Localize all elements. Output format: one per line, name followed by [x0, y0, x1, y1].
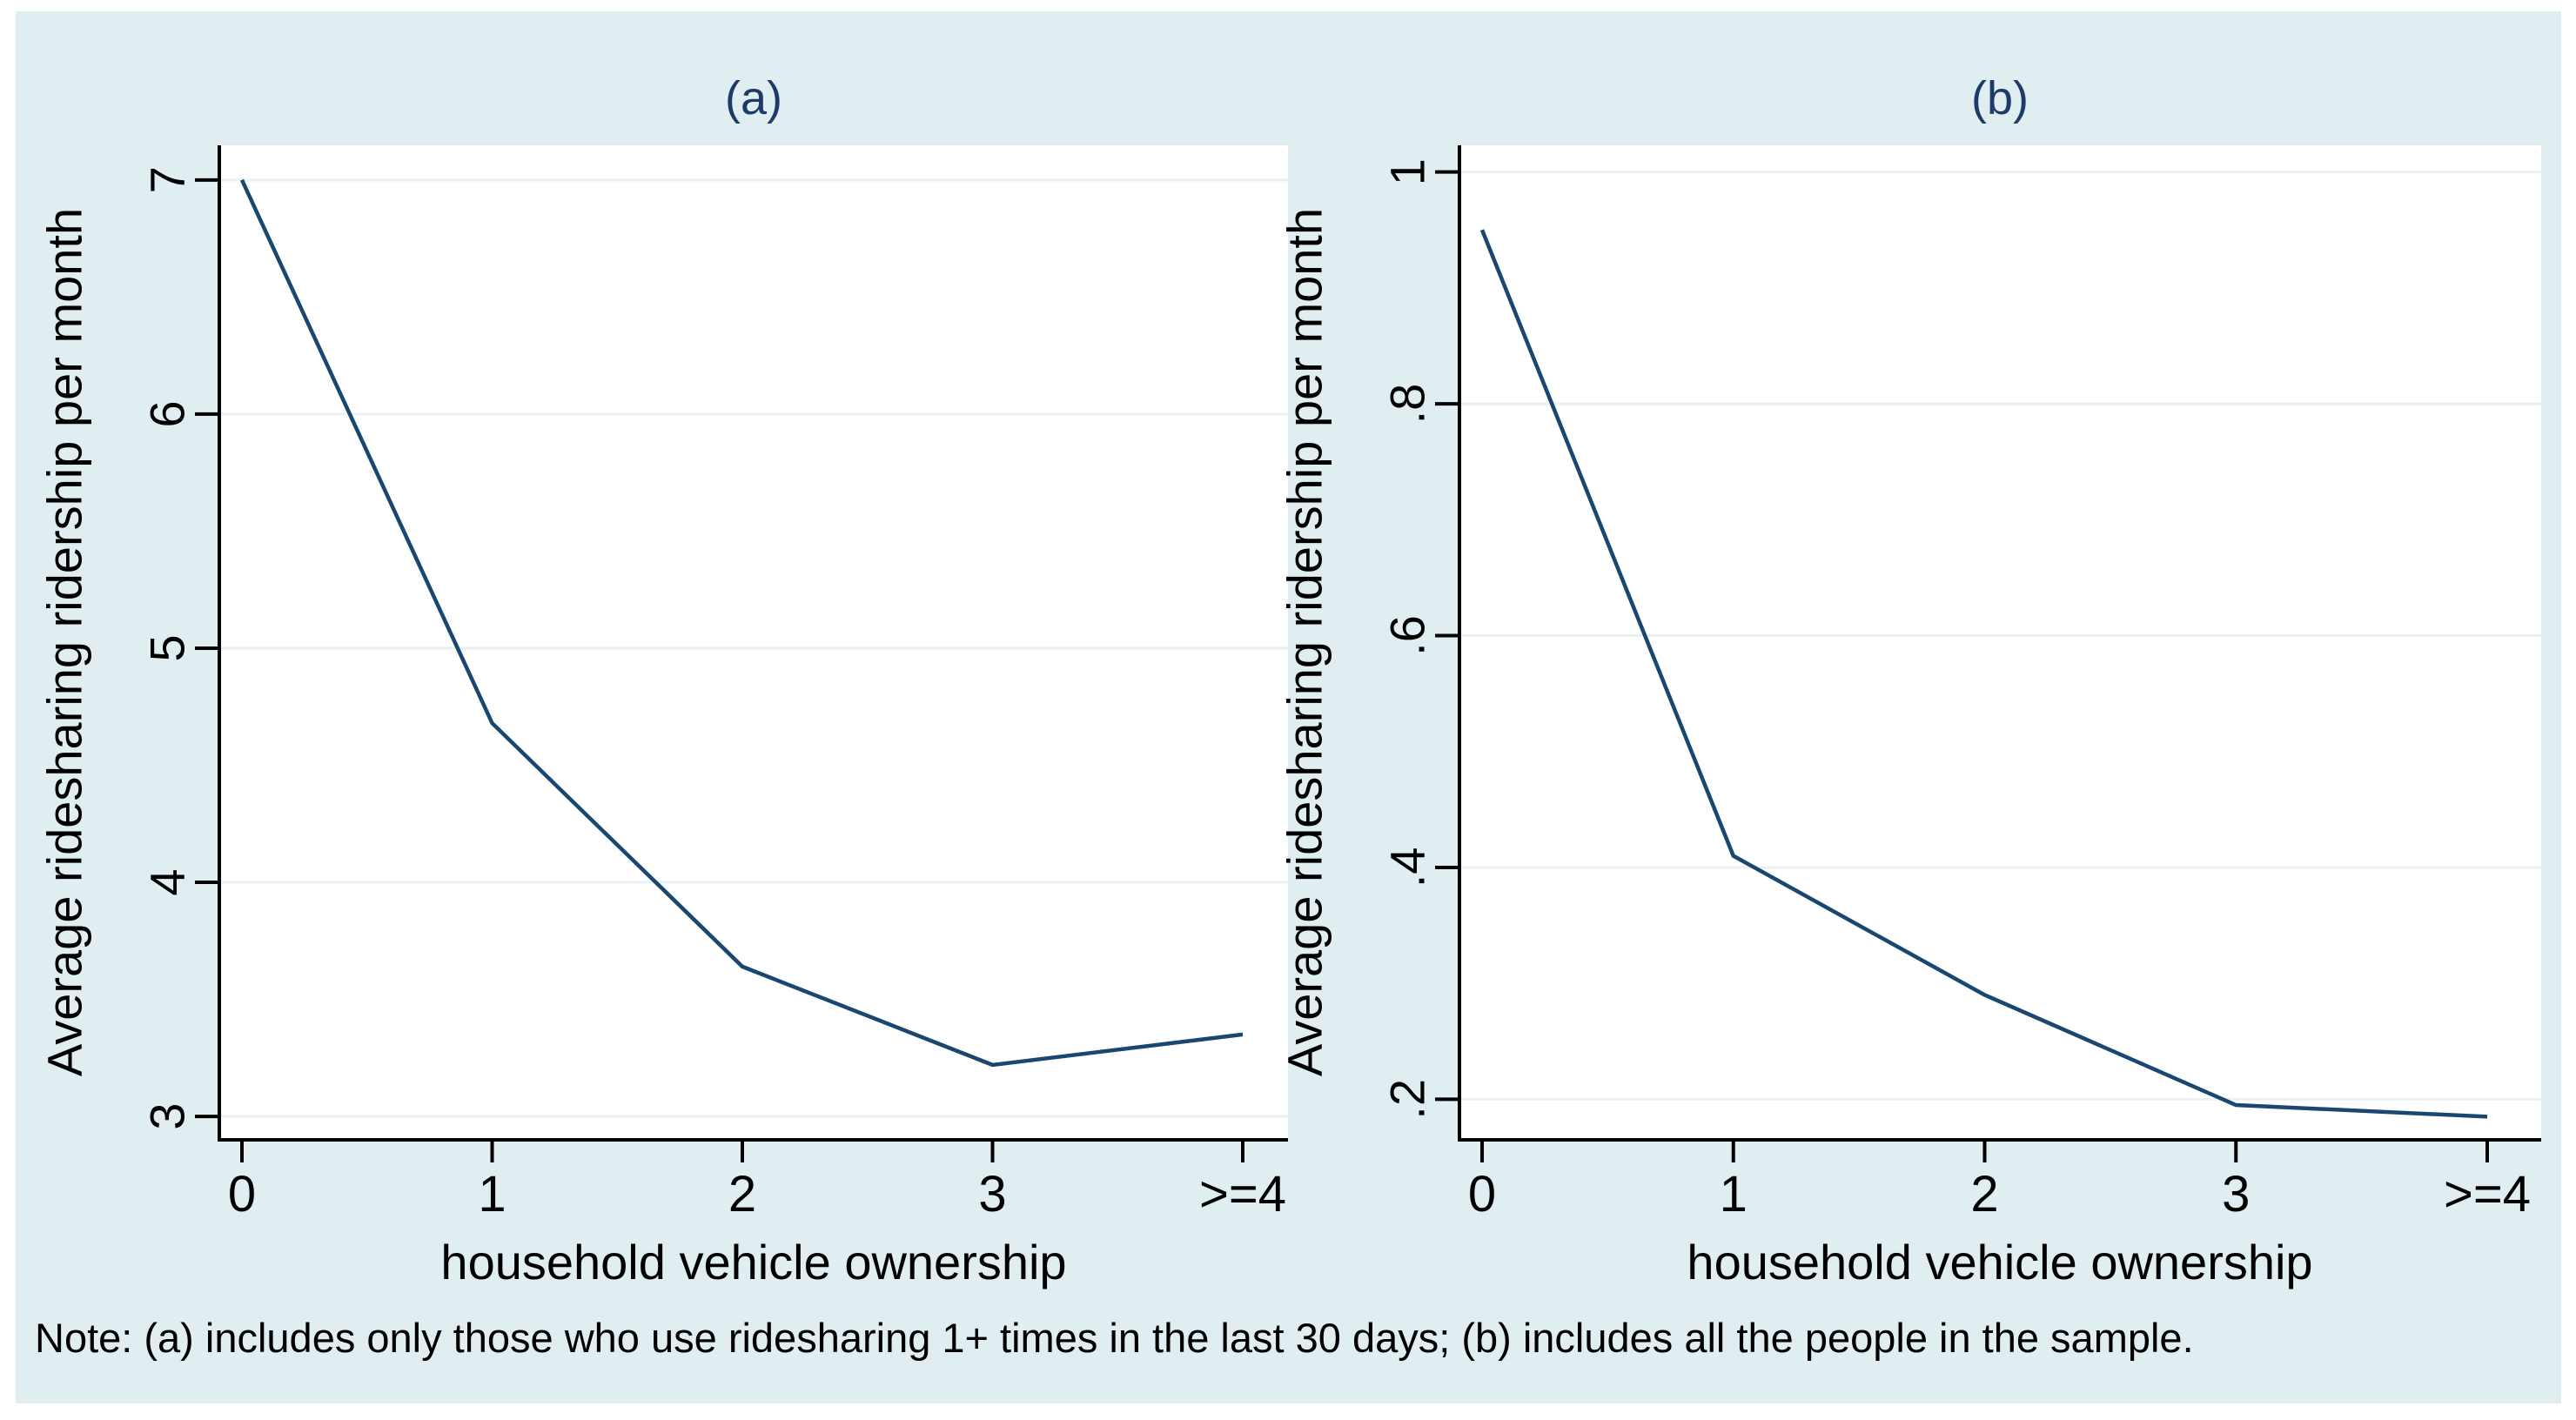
y-tick-label-b: 1	[1380, 158, 1435, 185]
x-tick-label-a: 3	[978, 1166, 1006, 1222]
x-tick-label-b: >=4	[2444, 1166, 2531, 1222]
x-tick-label-a: 2	[728, 1166, 756, 1222]
x-tick-label-a: 0	[228, 1166, 256, 1222]
x-tick-label-a: >=4	[1199, 1166, 1286, 1222]
panel-b-y-axis-label: Average ridesharing ridership per month	[1277, 207, 1332, 1077]
plot-area-b	[1459, 145, 2541, 1140]
x-tick-label-a: 1	[478, 1166, 506, 1222]
y-tick-label-a: 7	[140, 166, 195, 193]
y-tick-label-a: 4	[140, 868, 195, 895]
y-tick-label-b: .2	[1380, 1079, 1435, 1120]
y-tick-label-a: 3	[140, 1103, 195, 1130]
y-tick-label-a: 6	[140, 400, 195, 427]
y-tick-label-b: .8	[1380, 384, 1435, 425]
panel-a-title: (a)	[725, 72, 782, 124]
x-tick-label-b: 1	[1720, 1166, 1748, 1222]
x-tick-label-b: 2	[1970, 1166, 1998, 1222]
y-tick-label-a: 5	[140, 634, 195, 661]
x-tick-label-b: 3	[2222, 1166, 2250, 1222]
panel-b-x-axis-label: household vehicle ownership	[1687, 1235, 2313, 1289]
y-tick-label-b: .4	[1380, 847, 1435, 888]
plot-area-a	[219, 145, 1288, 1140]
x-tick-label-b: 0	[1468, 1166, 1496, 1222]
data-line-a	[239, 178, 1244, 1068]
figure-note: Note: (a) includes only those who use ri…	[35, 1315, 2194, 1361]
data-line-b	[1479, 229, 2488, 1119]
panel-a-y-axis-label: Average ridesharing ridership per month	[37, 207, 92, 1077]
panel-a-x-axis-label: household vehicle ownership	[440, 1235, 1067, 1289]
y-tick-label-b: .6	[1380, 615, 1435, 656]
panel-b-title: (b)	[1971, 72, 2029, 124]
